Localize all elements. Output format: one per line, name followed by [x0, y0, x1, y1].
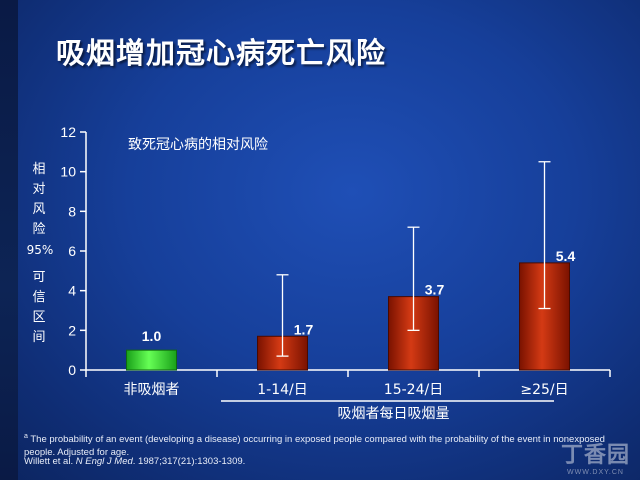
reference-authors: Willett et al.	[24, 456, 74, 467]
y-axis-label-char: 可	[32, 270, 46, 285]
y-axis-label-char: 区	[32, 310, 46, 325]
footnote-text: The probability of an event (developing …	[24, 434, 605, 459]
reference-journal: N Engl J Med	[75, 456, 133, 467]
y-tick-label: 8	[68, 203, 76, 219]
bar	[126, 349, 177, 371]
y-tick-label: 10	[60, 164, 76, 180]
y-tick-label: 4	[68, 283, 76, 299]
value-label: 1.7	[294, 321, 314, 337]
category-label: 1-14/日	[257, 382, 308, 398]
footnote: a The probability of an event (developin…	[24, 430, 614, 459]
y-tick-label: 2	[68, 322, 76, 338]
watermark: 丁香园 WWW.DXY.CN	[561, 437, 630, 476]
y-axis-label-char: 对	[32, 182, 46, 197]
slide-title: 吸烟增加冠心病死亡风险	[56, 36, 387, 70]
value-label: 5.4	[556, 248, 576, 264]
reference-details: . 1987;317(21):1303-1309.	[132, 456, 246, 467]
y-axis-label-char: 险	[32, 222, 46, 237]
y-axis-label-char: 信	[32, 290, 46, 305]
y-axis-label-char: 间	[32, 330, 46, 345]
value-label: 3.7	[425, 282, 445, 298]
y-axis-label-char: 相	[32, 162, 46, 177]
chart-title: 致死冠心病的相对风险	[128, 137, 268, 153]
left-decor-band	[0, 0, 18, 480]
y-tick-label: 0	[68, 362, 76, 378]
footnote-marker: a	[24, 433, 28, 440]
y-tick-label: 6	[68, 243, 76, 259]
category-label: ≥25/日	[520, 382, 568, 398]
category-label: 15-24/日	[384, 382, 443, 398]
y-tick-label: 12	[60, 124, 76, 140]
watermark-url: WWW.DXY.CN	[567, 469, 624, 476]
y-axis-label: 相 对 风 险 95% 可 信 区 间	[26, 160, 54, 348]
y-axis-label-percent: 95%	[26, 243, 54, 257]
watermark-logo: 丁香园	[560, 442, 630, 467]
y-axis-label-char: 风	[32, 202, 46, 217]
value-label: 1.0	[142, 328, 162, 344]
category-label: 非吸烟者	[124, 382, 180, 398]
reference: Willett et al. N Engl J Med. 1987;317(21…	[24, 456, 245, 467]
x-axis-label: 吸烟者每日吸烟量	[338, 406, 450, 422]
